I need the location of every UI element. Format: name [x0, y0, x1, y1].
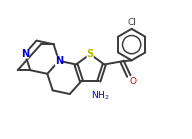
- Text: Cl: Cl: [127, 18, 136, 27]
- Text: S: S: [87, 49, 94, 59]
- Text: N: N: [21, 49, 29, 59]
- Text: O: O: [130, 77, 137, 86]
- Text: N: N: [55, 56, 63, 66]
- Text: NH$_2$: NH$_2$: [91, 89, 110, 102]
